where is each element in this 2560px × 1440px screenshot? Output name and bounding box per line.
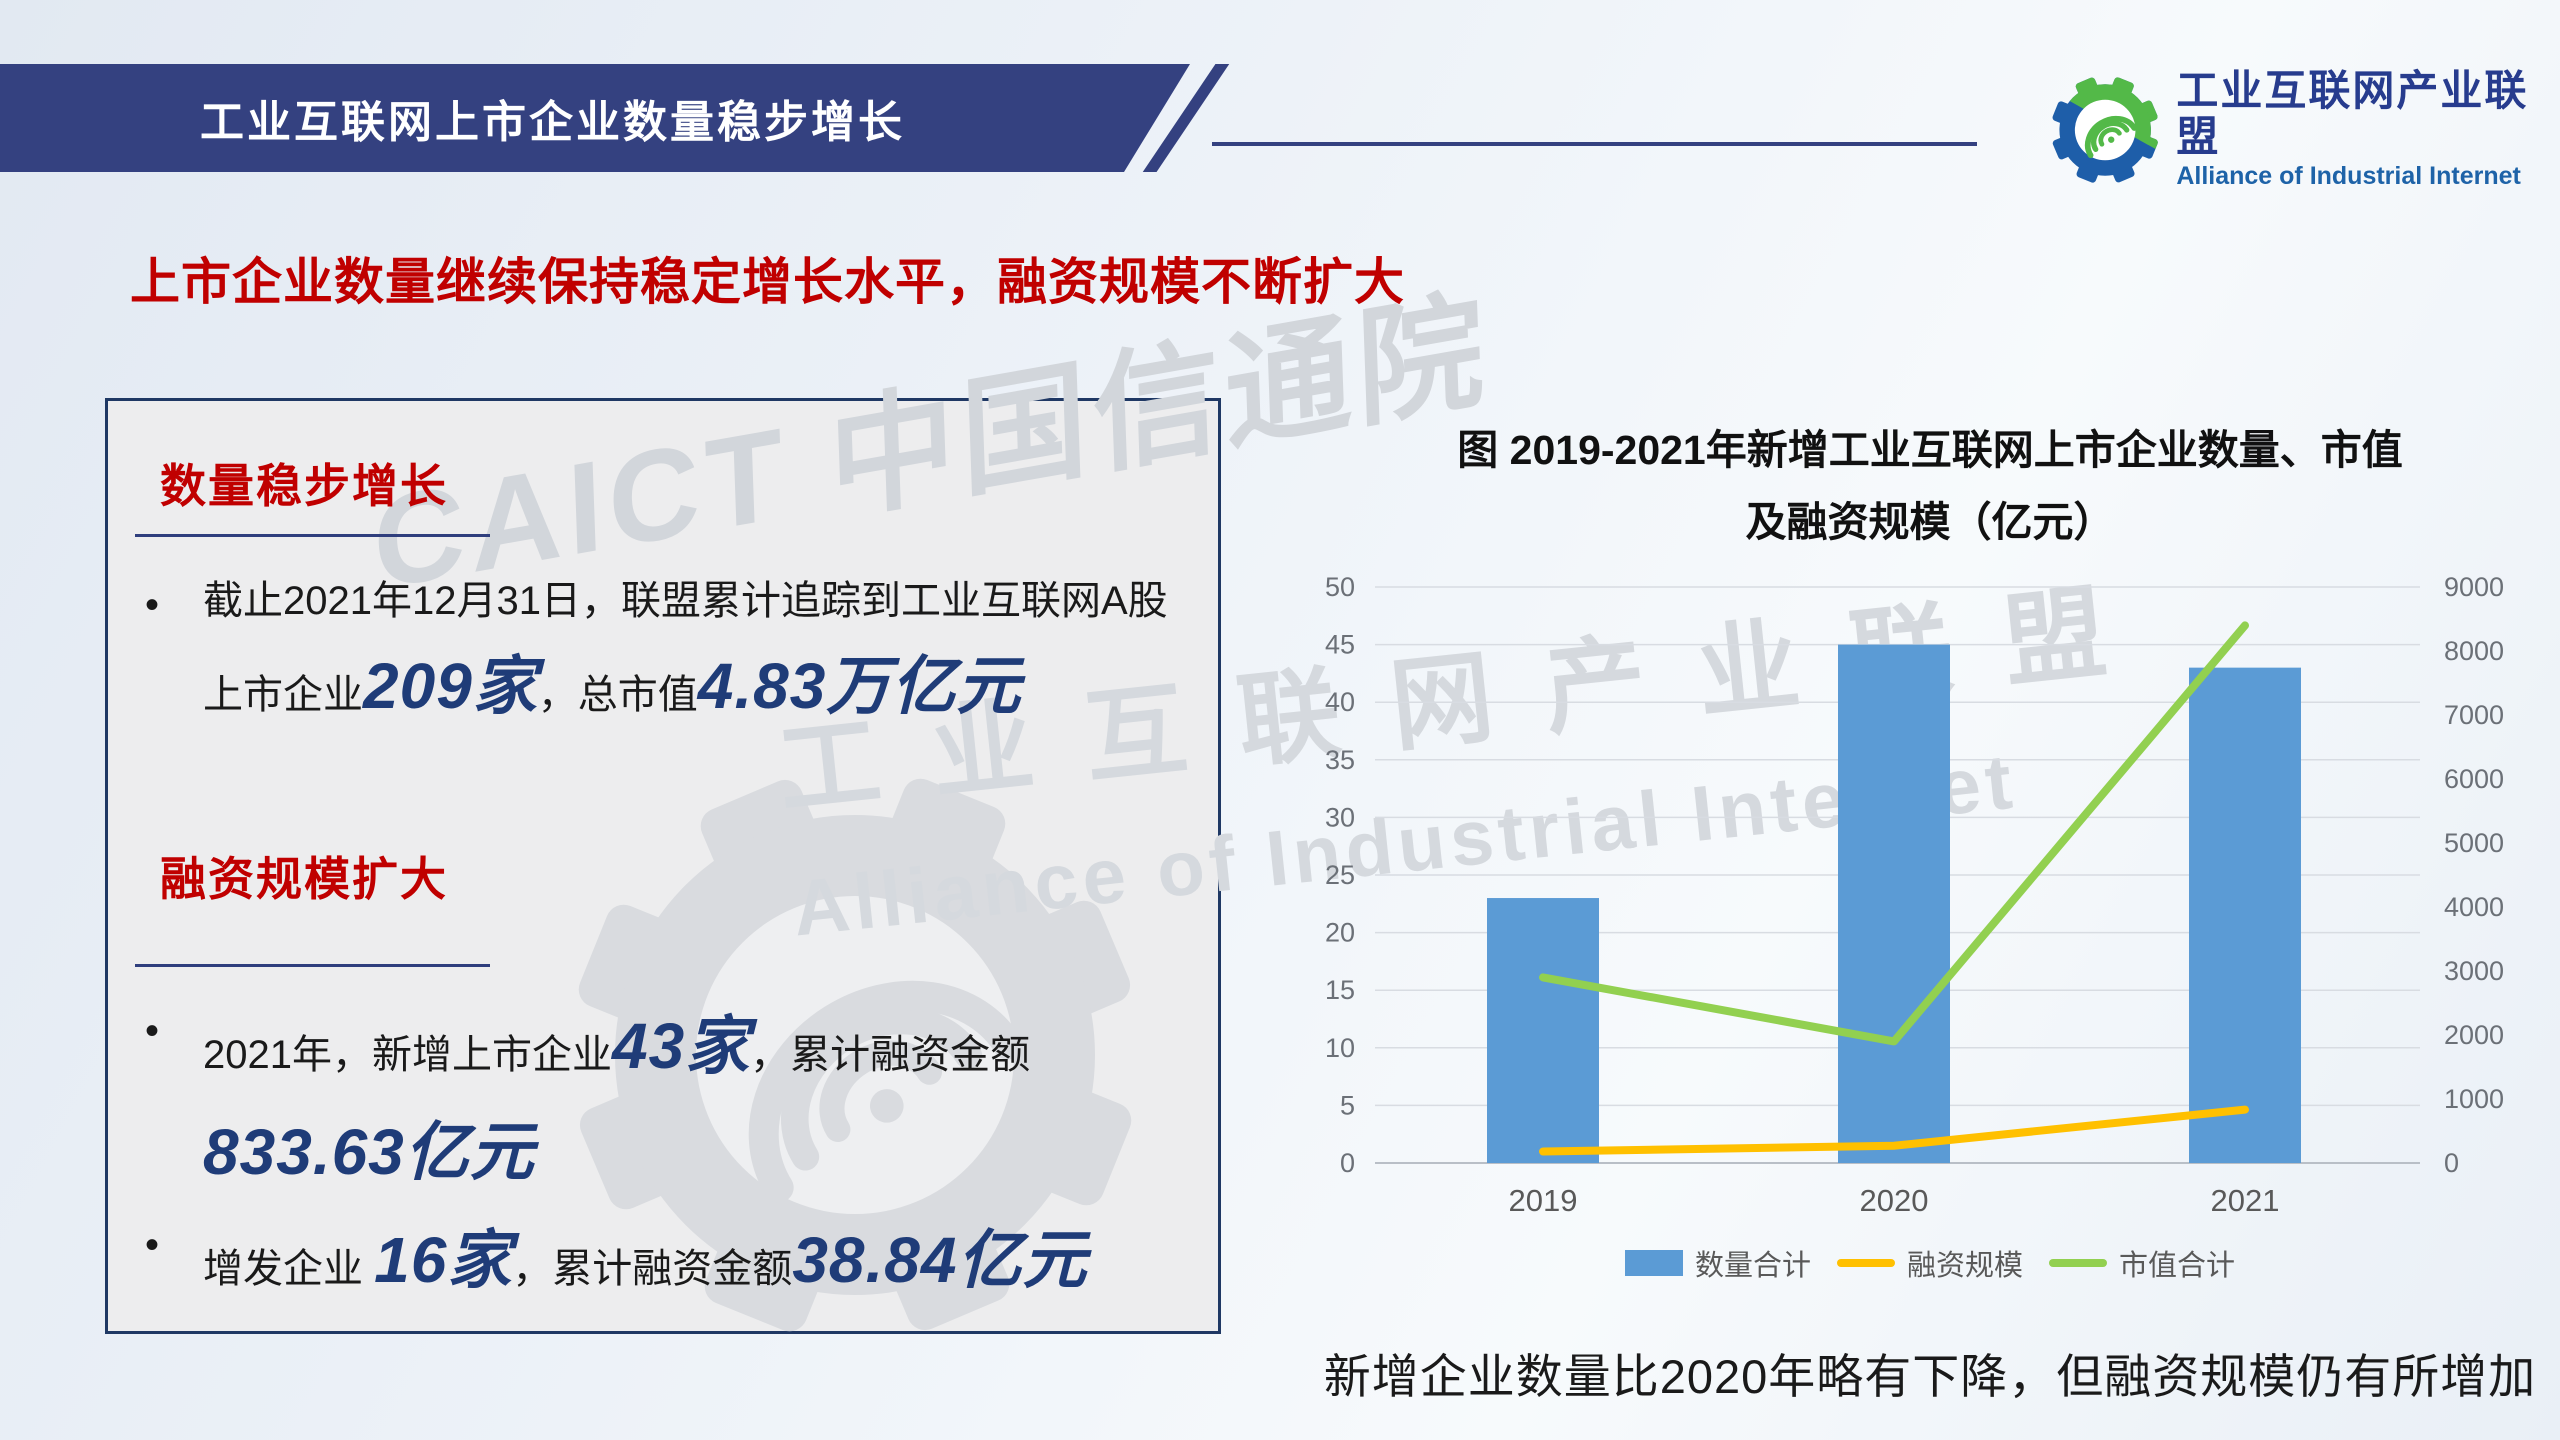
bullet-tracked-companies: • 截止2021年12月31日，联盟累计追踪到工业互联网A股上市企业209家，总…: [145, 568, 1203, 740]
right-axis-tick: 5000: [2444, 828, 2504, 858]
right-axis-tick: 1000: [2444, 1084, 2504, 1114]
right-axis-tick: 6000: [2444, 764, 2504, 794]
right-axis-tick: 3000: [2444, 956, 2504, 986]
org-name-cn: 工业互联网产业联盟: [2176, 67, 2529, 161]
chart-caption: 新增企业数量比2020年略有下降，但融资规模仍有所增加: [1323, 1350, 2537, 1403]
right-axis-tick: 2000: [2444, 1020, 2504, 1050]
x-axis-label: 2021: [2211, 1183, 2280, 1218]
chart-title: 图 2019-2021年新增工业互联网上市企业数量、市值 及融资规模（亿元）: [1300, 415, 2560, 559]
value-secondary-companies: 16家: [374, 1224, 513, 1296]
bullet2-mid: ，累计融资金额: [750, 1033, 1031, 1077]
left-axis-tick: 15: [1325, 975, 1355, 1005]
right-axis-tick: 9000: [2444, 572, 2504, 602]
legend-label: 融资规模: [1906, 1250, 2023, 1282]
section2-heading: 融资规模扩大: [160, 853, 448, 905]
left-axis-tick: 5: [1340, 1090, 1355, 1120]
bar-2019: [1487, 898, 1599, 1163]
x-axis-label: 2019: [1509, 1183, 1578, 1218]
org-name-en: Alliance of Industrial Internet: [2176, 162, 2521, 191]
bullet-new-listings: • 2021年，新增上市企业43家，累计融资金额 833.63亿元: [145, 994, 1203, 1205]
section2-underline: [135, 964, 490, 967]
bullet2-text: 2021年，新增上市企业: [203, 1033, 612, 1077]
bullet1-text: 截止2021年12月31日，联盟累计追踪到工业互联网A股上市企业: [203, 579, 1168, 717]
bullet-dot: •: [145, 583, 160, 627]
chart-title-line1: 图 2019-2021年新增工业互联网上市企业数量、市值: [1457, 427, 2403, 473]
right-axis-tick: 8000: [2444, 636, 2504, 666]
line-series: [1539, 621, 2249, 1046]
left-axis-tick: 45: [1325, 630, 1355, 660]
right-axis-tick: 4000: [2444, 892, 2504, 922]
x-axis-label: 2020: [1860, 1183, 1929, 1218]
legend-label: 市值合计: [2119, 1250, 2236, 1282]
headline: 上市企业数量继续保持稳定增长水平，融资规模不断扩大: [130, 254, 1405, 310]
left-axis-tick: 0: [1340, 1148, 1355, 1178]
org-logo-text: 工业互联网产业联盟 Alliance of Industrial Interne…: [2176, 67, 2560, 193]
value-secondary-funds: 38.84亿元: [792, 1224, 1088, 1296]
bullet1-mid: ，总市值: [537, 673, 698, 717]
bullet3-text: 增发企业: [203, 1247, 375, 1291]
info-box-content: 数量稳步增长 • 截止2021年12月31日，联盟累计追踪到工业互联网A股上市企…: [105, 398, 1215, 1328]
bullet-dot: •: [145, 1009, 160, 1053]
value-new-companies: 43家: [611, 1010, 751, 1082]
left-axis-tick: 20: [1325, 918, 1355, 948]
header-banner: 工业互联网上市企业数量稳步增长: [0, 64, 1190, 172]
bar-2021: [2189, 667, 2301, 1163]
legend-swatch-line: [1836, 1259, 1895, 1267]
left-axis-tick: 25: [1325, 860, 1355, 890]
page-title: 工业互联网上市企业数量稳步增长: [200, 98, 905, 147]
legend-label: 数量合计: [1694, 1250, 1811, 1282]
value-total-companies: 209家: [363, 650, 538, 722]
org-logo: 工业互联网产业联盟 Alliance of Industrial Interne…: [2048, 67, 2560, 193]
section1-heading: 数量稳步增长: [160, 460, 448, 512]
left-axis-tick: 50: [1325, 572, 1355, 602]
gear-wifi-logo-icon: [2048, 71, 2162, 189]
legend-item: 数量合计: [1624, 1242, 1811, 1284]
combo-chart: 0 5 10 15 20 25 30 35 40 45 50 0 1000 2000 3000 4000 500…: [1325, 572, 2504, 1218]
value-ipo-funds: 833.63亿元: [203, 1115, 535, 1188]
chart-legend: 数量合计 融资规模 市值合计: [1300, 1242, 2560, 1284]
bullet-dot: •: [145, 1223, 160, 1267]
left-axis-tick: 40: [1325, 687, 1355, 717]
bar-2020: [1838, 644, 1950, 1163]
legend-item: 融资规模: [1836, 1242, 2023, 1284]
line-series: [1539, 1105, 2249, 1156]
right-axis-tick: 7000: [2444, 700, 2504, 730]
bullet-secondary-offerings: • 增发企业 16家，累计融资金额38.84亿元: [145, 1208, 1243, 1314]
banner-rule-line: [1212, 142, 1977, 146]
chart-title-line2: 及融资规模（亿元）: [1745, 498, 2115, 545]
legend-item: 市值合计: [2049, 1242, 2235, 1284]
left-axis-tick: 30: [1325, 802, 1355, 832]
bullet3-mid: ，累计融资金额: [512, 1247, 793, 1291]
left-axis-tick: 35: [1325, 745, 1355, 775]
left-axis-tick: 10: [1325, 1033, 1355, 1063]
value-total-market-cap: 4.83万亿元: [697, 650, 1022, 722]
right-axis-tick: 0: [2444, 1148, 2459, 1178]
section1-underline: [135, 534, 490, 537]
legend-swatch-line: [2049, 1259, 2107, 1267]
legend-swatch-bar: [1624, 1250, 1683, 1276]
